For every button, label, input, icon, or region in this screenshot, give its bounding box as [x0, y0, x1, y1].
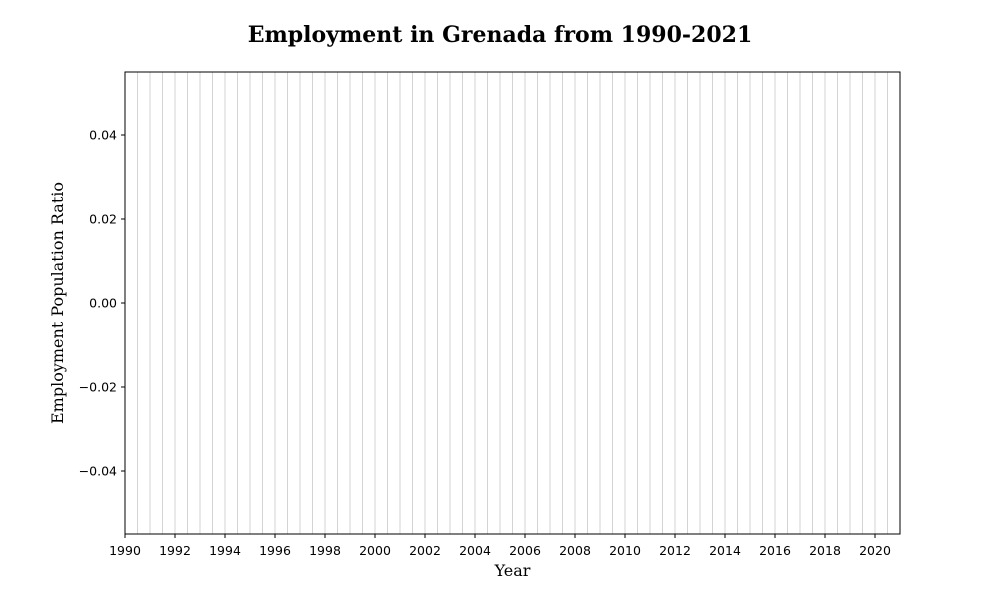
x-tick-label: 2004 — [459, 543, 491, 558]
y-axis-label: Employment Population Ratio — [48, 182, 67, 424]
chart-title: Employment in Grenada from 1990-2021 — [247, 22, 753, 48]
x-tick-label: 1992 — [159, 543, 191, 558]
x-tick-label: 2008 — [559, 543, 591, 558]
y-tick-label: 0.02 — [89, 212, 117, 227]
x-axis-ticks: 1990 1992 1994 1996 1998 2000 2002 2004 2006 2008… — [109, 534, 891, 558]
y-tick-label: 0.04 — [89, 128, 117, 143]
x-tick-label: 2018 — [809, 543, 841, 558]
x-tick-label: 2002 — [409, 543, 441, 558]
x-tick-label: 2020 — [859, 543, 891, 558]
x-tick-label: 1998 — [309, 543, 341, 558]
grid-lines — [124, 72, 901, 534]
x-tick-label: 1994 — [209, 543, 241, 558]
x-tick-label: 2016 — [759, 543, 791, 558]
x-axis-label: Year — [494, 561, 531, 580]
x-tick-label: 2006 — [509, 543, 541, 558]
x-tick-label: 2000 — [359, 543, 391, 558]
y-tick-label: −0.04 — [79, 464, 117, 479]
x-tick-label: 1990 — [109, 543, 141, 558]
x-tick-label: 2010 — [609, 543, 641, 558]
x-tick-label: 1996 — [259, 543, 291, 558]
y-axis-ticks: 0.04 0.02 0.00 −0.02 −0.04 — [79, 128, 125, 479]
x-tick-label: 2012 — [659, 543, 691, 558]
x-tick-label: 2014 — [709, 543, 741, 558]
y-tick-label: 0.00 — [89, 296, 117, 311]
y-tick-label: −0.02 — [79, 380, 117, 395]
